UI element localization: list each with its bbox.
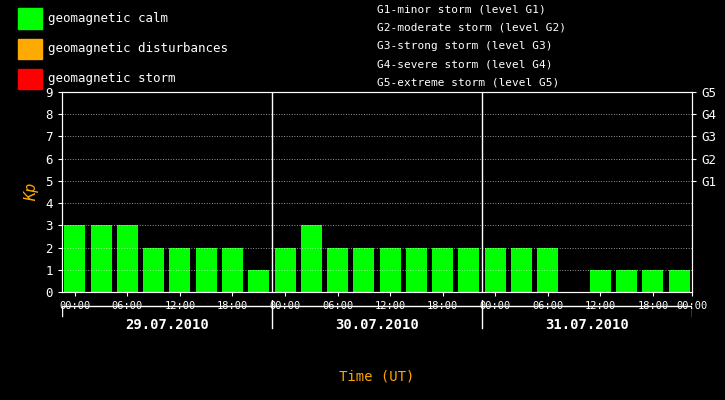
Bar bbox=[91, 225, 112, 292]
Text: 31.07.2010: 31.07.2010 bbox=[545, 318, 629, 332]
Bar bbox=[143, 248, 164, 292]
Text: G3-strong storm (level G3): G3-strong storm (level G3) bbox=[377, 41, 552, 51]
Bar bbox=[458, 248, 479, 292]
Bar bbox=[537, 248, 558, 292]
Bar bbox=[616, 270, 637, 292]
Y-axis label: Kp: Kp bbox=[25, 183, 40, 201]
Bar bbox=[668, 270, 689, 292]
Bar bbox=[170, 248, 191, 292]
Text: G4-severe storm (level G4): G4-severe storm (level G4) bbox=[377, 59, 552, 69]
Text: G5-extreme storm (level G5): G5-extreme storm (level G5) bbox=[377, 78, 559, 88]
Bar bbox=[301, 225, 322, 292]
Bar bbox=[406, 248, 427, 292]
Bar bbox=[485, 248, 506, 292]
Bar bbox=[642, 270, 663, 292]
Bar bbox=[65, 225, 86, 292]
FancyBboxPatch shape bbox=[18, 8, 42, 29]
Text: G1-minor storm (level G1): G1-minor storm (level G1) bbox=[377, 4, 546, 14]
Bar bbox=[353, 248, 374, 292]
Text: geomagnetic disturbances: geomagnetic disturbances bbox=[48, 42, 228, 55]
Bar bbox=[590, 270, 611, 292]
FancyBboxPatch shape bbox=[18, 69, 42, 89]
Text: 29.07.2010: 29.07.2010 bbox=[125, 318, 209, 332]
Bar bbox=[117, 225, 138, 292]
FancyBboxPatch shape bbox=[18, 38, 42, 59]
Text: Time (UT): Time (UT) bbox=[339, 369, 415, 383]
Bar bbox=[432, 248, 453, 292]
Bar bbox=[196, 248, 217, 292]
Bar bbox=[275, 248, 296, 292]
Text: geomagnetic calm: geomagnetic calm bbox=[48, 12, 168, 25]
Bar bbox=[222, 248, 243, 292]
Bar bbox=[380, 248, 401, 292]
Bar bbox=[327, 248, 348, 292]
Text: 30.07.2010: 30.07.2010 bbox=[335, 318, 419, 332]
Text: geomagnetic storm: geomagnetic storm bbox=[48, 72, 175, 86]
Text: G2-moderate storm (level G2): G2-moderate storm (level G2) bbox=[377, 23, 566, 33]
Bar bbox=[511, 248, 532, 292]
Bar bbox=[248, 270, 269, 292]
